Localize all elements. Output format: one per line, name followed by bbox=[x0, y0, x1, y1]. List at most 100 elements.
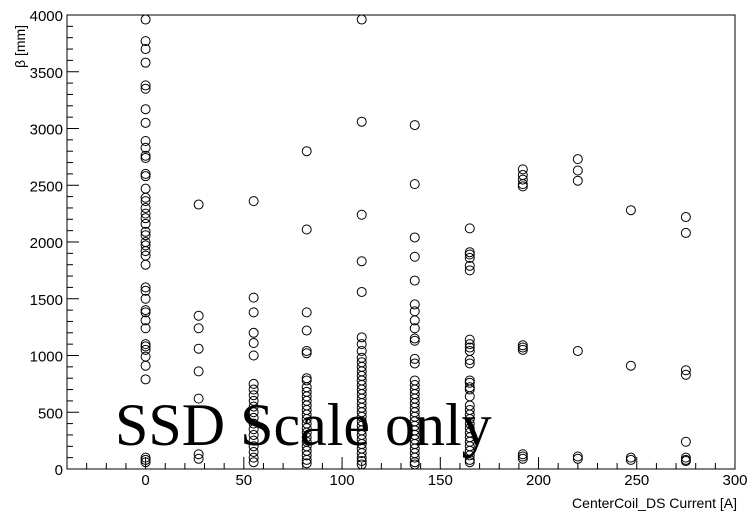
data-point bbox=[464, 342, 475, 353]
data-point bbox=[680, 452, 691, 463]
data-point bbox=[248, 446, 259, 457]
data-point bbox=[356, 345, 367, 356]
data-point bbox=[140, 360, 151, 371]
data-point bbox=[193, 343, 204, 354]
data-point bbox=[625, 454, 636, 465]
data-point bbox=[464, 454, 475, 465]
data-point bbox=[517, 340, 528, 351]
data-point bbox=[140, 323, 151, 334]
data-point bbox=[409, 353, 420, 364]
data-point bbox=[409, 299, 420, 310]
data-point bbox=[248, 384, 259, 395]
data-point bbox=[140, 339, 151, 350]
data-point bbox=[140, 83, 151, 94]
data-point bbox=[140, 192, 151, 203]
data-point bbox=[409, 232, 420, 243]
x-tick-label: 200 bbox=[526, 472, 551, 489]
data-point bbox=[248, 429, 259, 440]
data-point bbox=[464, 358, 475, 369]
data-point bbox=[140, 293, 151, 304]
data-point bbox=[140, 171, 151, 182]
data-point bbox=[517, 449, 528, 460]
data-point bbox=[248, 327, 259, 338]
y-tick-label: 2000 bbox=[30, 235, 63, 252]
data-point bbox=[140, 240, 151, 251]
data-point bbox=[248, 196, 259, 207]
ticks-layer: 0 500 1000 1500 2000 2500 3000 3500 4000 0 50 100 15… bbox=[30, 8, 748, 489]
x-tick-label: 250 bbox=[624, 472, 649, 489]
data-point bbox=[517, 174, 528, 185]
data-point bbox=[248, 292, 259, 303]
data-point bbox=[193, 366, 204, 377]
y-tick-label: 4000 bbox=[30, 8, 63, 25]
data-point bbox=[517, 451, 528, 462]
data-point bbox=[301, 325, 312, 336]
data-point bbox=[572, 451, 583, 462]
data-point bbox=[140, 104, 151, 115]
data-point bbox=[356, 209, 367, 220]
data-point bbox=[409, 358, 420, 369]
data-point bbox=[464, 377, 475, 388]
data-point bbox=[464, 247, 475, 258]
data-point bbox=[301, 224, 312, 235]
data-point bbox=[140, 307, 151, 318]
data-point bbox=[193, 449, 204, 460]
data-point bbox=[248, 424, 259, 435]
data-point bbox=[140, 202, 151, 213]
data-point bbox=[572, 345, 583, 356]
ssd-scale-annotation: SSD Scale only bbox=[115, 392, 492, 458]
data-point bbox=[140, 80, 151, 91]
data-point bbox=[140, 57, 151, 68]
data-point bbox=[517, 179, 528, 190]
data-point bbox=[356, 116, 367, 127]
data-point bbox=[140, 208, 151, 219]
data-point bbox=[356, 256, 367, 267]
data-point bbox=[140, 305, 151, 316]
data-point bbox=[140, 150, 151, 161]
data-point bbox=[248, 418, 259, 429]
data-point bbox=[464, 450, 475, 461]
data-point bbox=[248, 350, 259, 361]
data-point bbox=[301, 375, 312, 386]
points-layer bbox=[140, 14, 691, 470]
data-point bbox=[140, 246, 151, 257]
data-point bbox=[517, 342, 528, 353]
data-point bbox=[356, 448, 367, 459]
data-point bbox=[140, 213, 151, 224]
y-tick-label: 500 bbox=[38, 405, 63, 422]
data-point bbox=[680, 369, 691, 380]
data-point bbox=[409, 315, 420, 326]
data-point bbox=[356, 286, 367, 297]
data-point bbox=[193, 310, 204, 321]
x-tick-label: 0 bbox=[141, 472, 149, 489]
data-point bbox=[409, 452, 420, 463]
data-point bbox=[140, 218, 151, 229]
data-point bbox=[409, 179, 420, 190]
data-point bbox=[248, 395, 259, 406]
data-point bbox=[248, 457, 259, 468]
data-point bbox=[301, 307, 312, 318]
data-point bbox=[193, 453, 204, 464]
data-point bbox=[140, 230, 151, 241]
data-point bbox=[409, 275, 420, 286]
y-tick-label: 1000 bbox=[30, 349, 63, 366]
data-point bbox=[140, 282, 151, 293]
y-tick-label: 2500 bbox=[30, 178, 63, 195]
data-point bbox=[464, 260, 475, 271]
data-point bbox=[140, 374, 151, 385]
data-point bbox=[517, 453, 528, 464]
data-point bbox=[409, 335, 420, 346]
data-point bbox=[356, 332, 367, 343]
data-point bbox=[464, 355, 475, 366]
data-point bbox=[248, 407, 259, 418]
data-point bbox=[301, 348, 312, 359]
data-point bbox=[140, 44, 151, 55]
x-tick-label: 300 bbox=[722, 472, 747, 489]
data-point bbox=[193, 323, 204, 334]
data-point bbox=[409, 251, 420, 262]
data-point bbox=[140, 36, 151, 47]
data-point bbox=[409, 457, 420, 468]
data-point bbox=[140, 259, 151, 270]
data-point bbox=[464, 252, 475, 263]
data-point bbox=[140, 168, 151, 179]
